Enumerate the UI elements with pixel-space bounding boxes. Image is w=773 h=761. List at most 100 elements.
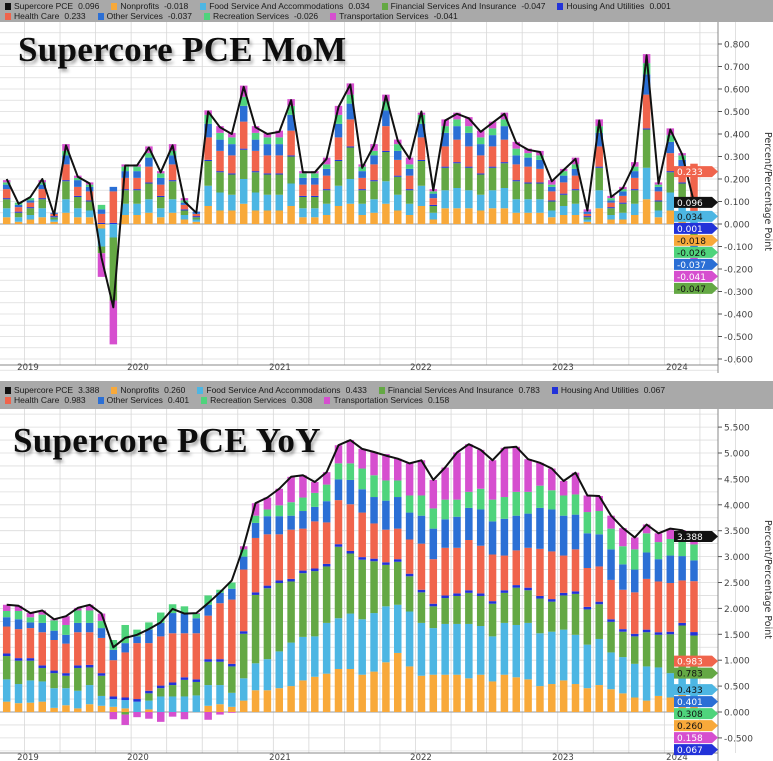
bar-segment-health [50,639,58,671]
bar-segment-recreation [524,153,532,158]
x-tick-label: 2022 [410,753,432,761]
bar-segment-transport [559,480,568,496]
bar-segment-food [14,217,23,222]
bar-segment-health [85,632,94,665]
legend-item-transport[interactable]: Transportation Services -0.041 [330,11,458,21]
legend-item-other[interactable]: Other Services -0.037 [97,11,192,21]
legend-swatch [5,386,11,394]
bar-segment-food [133,203,141,215]
bar-segment-health [322,175,331,190]
legend-item-recreation[interactable]: Recreation Services 0.308 [201,395,312,405]
bar-segment-nonprofits [38,217,46,224]
value-tag-label: -0.041 [677,273,706,283]
bar-segment-recreation [536,155,544,160]
bar-segment-financial [607,208,615,215]
legend-item-housing[interactable]: Housing And Utilities 0.001 [557,1,671,11]
legend-item-financial[interactable]: Financial Services And Insurance -0.047 [381,1,545,11]
bar-segment-financial [62,181,70,200]
legend-item-recreation[interactable]: Recreation Services -0.026 [203,11,318,21]
bar-segment-transport [251,126,260,133]
bar-segment-housing [382,150,390,152]
bar-segment-recreation [322,484,331,502]
bar-segment-health [204,615,212,660]
bar-segment-transport [441,467,449,500]
bar-segment-nonprofits [465,208,473,224]
bar-segment-transport [417,460,426,496]
value-tag-label: -0.047 [677,285,706,295]
bar-segment-housing [192,216,201,218]
supercore-pce-line [5,54,695,309]
bar-segment-nonprofits [263,690,272,712]
legend-item-food[interactable]: Food Service And Accommodations 0.034 [200,1,370,11]
bar-segment-food [666,673,675,698]
bar-segment-other [299,511,307,529]
legend-item-other[interactable]: Other Services 0.401 [97,395,189,405]
bar-segment-transport [571,472,580,495]
bar-segment-financial [666,634,675,674]
bar-segment-recreation [666,135,675,142]
bar-segment-nonprofits [121,708,129,712]
legend-item-housing[interactable]: Housing And Utilities 0.067 [551,385,665,395]
value-tag-food: 0.433 [674,684,718,696]
legend-value: 0.034 [348,1,370,11]
bar-segment-transport [109,712,118,720]
bar-segment-transport [74,607,82,611]
bar-segment-recreation [583,512,592,534]
y-tick-label: 4.500 [724,475,750,485]
bar-segment-food [228,692,236,707]
bar-segment-health [512,550,520,586]
bar-segment-nonprofits [311,217,319,224]
bar-segment-financial [334,546,343,619]
bar-segment-housing [631,633,639,637]
bar-segment-financial [512,181,520,200]
legend-item-health[interactable]: Health Care 0.233 [5,11,86,21]
bar-segment-transport [476,449,485,489]
bar-segment-financial [453,163,461,188]
bar-segment-recreation [133,629,141,637]
legend-item-nonprofits[interactable]: Nonprofits -0.018 [111,1,188,11]
legend-item-total[interactable]: Supercore PCE 3.388 [5,385,99,395]
legend-item-financial[interactable]: Financial Services And Insurance 0.783 [378,385,540,395]
bar-segment-other [14,619,23,630]
bar-segment-recreation [121,624,129,644]
bar-segment-other [50,630,58,640]
bar-segment-housing [26,207,35,209]
bar-segment-financial [465,592,473,624]
legend-swatch [324,396,331,404]
bar-segment-food [287,183,295,206]
y-tick-label: 5.000 [724,450,750,460]
legend-item-food[interactable]: Food Service And Accommodations 0.433 [197,385,367,395]
bar-segment-transport [322,472,331,485]
bar-segment-financial [417,161,426,186]
bar-segment-financial [287,581,295,643]
bar-segment-other [417,123,426,138]
bar-segment-transport [133,712,141,718]
bar-segment-health [14,207,23,212]
bar-segment-health [2,189,11,199]
legend-label: Health Care [14,11,60,21]
bar-segment-other [228,588,236,600]
bar-segment-food [133,701,141,712]
bar-segment-food [441,623,449,675]
legend-label: Financial Services And Insurance [387,385,514,395]
bar-segment-housing [275,580,283,584]
bar-segment-health [157,636,165,686]
bar-segment-recreation [488,128,497,136]
bar-segment-recreation [157,173,165,178]
legend-item-health[interactable]: Health Care 0.983 [5,395,86,405]
legend-label: Transportation Services [339,11,429,21]
bar-segment-health [322,522,331,564]
value-tag-recreation: -0.026 [674,246,718,259]
bar-segment-financial [524,590,532,623]
legend-item-transport[interactable]: Transportation Services 0.158 [324,395,449,405]
bar-segment-other [619,191,627,196]
bar-segment-financial [631,636,639,664]
bar-segment-health [26,628,35,659]
legend-item-total[interactable]: Supercore PCE 0.096 [5,1,99,11]
bar-segment-health [157,184,165,196]
legend-label: Transportation Services [333,395,423,405]
bar-segment-transport [500,447,509,498]
legend-item-nonprofits[interactable]: Nonprofits 0.260 [111,385,185,395]
bar-segment-housing [2,198,11,200]
bar-segment-financial [14,660,23,685]
